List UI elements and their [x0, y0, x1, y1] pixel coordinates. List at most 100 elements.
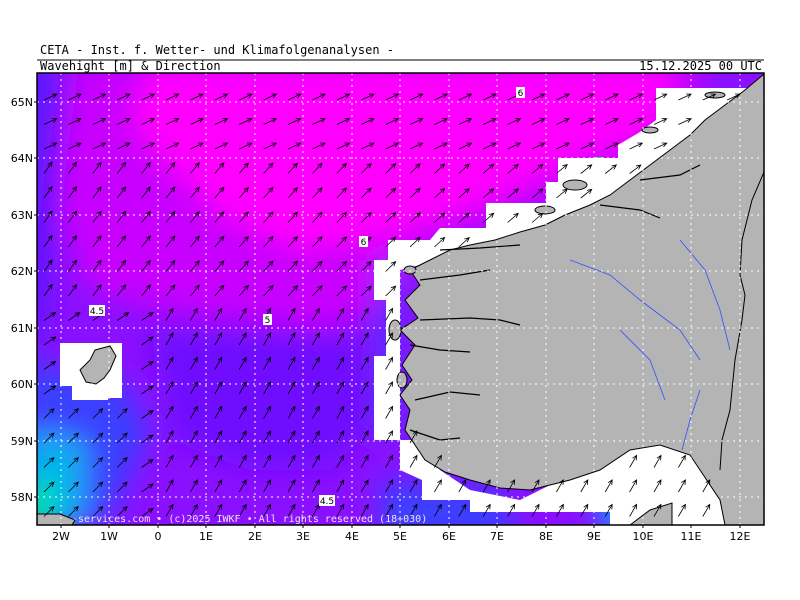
direction-arrow [117, 118, 131, 125]
direction-arrow [434, 163, 446, 174]
direction-arrow [263, 356, 272, 370]
direction-arrow [312, 454, 320, 468]
direction-arrow [361, 118, 375, 125]
direction-arrow [507, 163, 519, 174]
direction-arrow [238, 454, 247, 468]
direction-arrow [141, 458, 154, 468]
direction-arrow [409, 142, 424, 150]
direction-arrow [556, 118, 570, 125]
longitude-label: 1E [199, 530, 213, 543]
direction-arrow [482, 188, 495, 199]
contour-label: 4.5 [320, 497, 334, 507]
direction-arrow [287, 405, 296, 419]
direction-arrow [263, 162, 274, 174]
direction-arrow [409, 187, 421, 199]
direction-arrow [141, 434, 154, 444]
direction-arrow [385, 381, 394, 395]
direction-arrow [263, 118, 278, 125]
direction-arrow [92, 235, 102, 248]
direction-arrow [458, 118, 473, 125]
direction-arrow [604, 503, 613, 517]
latitude-label: 65N [11, 96, 33, 109]
longitude-label: 10E [633, 530, 654, 543]
contour-label: 5 [265, 316, 271, 326]
direction-arrow [605, 93, 619, 101]
direction-arrow [458, 142, 473, 150]
direction-arrow [117, 142, 131, 150]
direction-arrow [165, 479, 174, 493]
direction-arrow [653, 93, 668, 101]
direction-arrow [580, 118, 595, 125]
direction-arrow [312, 260, 323, 272]
latitude-label: 58N [11, 491, 33, 504]
direction-arrow [458, 212, 470, 223]
direction-arrow [336, 503, 345, 517]
direction-arrow [580, 142, 595, 150]
direction-arrow [385, 405, 394, 419]
direction-arrow [580, 479, 589, 493]
sweden-border [719, 171, 764, 471]
direction-arrow [238, 405, 247, 419]
direction-arrow [507, 118, 522, 125]
direction-arrow [214, 211, 225, 223]
direction-arrow [409, 163, 421, 174]
direction-arrow [312, 142, 326, 150]
direction-arrow [678, 454, 686, 468]
direction-arrow [92, 284, 102, 297]
direction-arrow [629, 93, 644, 101]
direction-arrow [92, 456, 104, 468]
direction-arrow [629, 503, 638, 517]
direction-arrow [336, 430, 345, 444]
direction-arrow [238, 162, 249, 174]
direction-arrow [385, 356, 394, 370]
direction-arrow [214, 356, 223, 370]
direction-arrow [336, 162, 348, 174]
direction-arrow [214, 93, 229, 101]
direction-arrow [214, 332, 223, 346]
direction-arrow [580, 188, 593, 199]
direction-arrow [116, 456, 128, 468]
direction-arrow [336, 356, 345, 370]
direction-arrow [409, 118, 424, 125]
direction-arrow [287, 162, 299, 174]
direction-arrow [287, 93, 302, 101]
direction-arrow [336, 479, 345, 493]
latitude-label: 59N [11, 435, 33, 448]
direction-arrow [604, 479, 613, 493]
direction-arrow [507, 503, 516, 517]
contour-labels: 6 6 5 4.5 4.5 [89, 87, 525, 507]
longitude-label: 9E [587, 530, 601, 543]
direction-arrow [116, 161, 127, 174]
direction-arrow [190, 142, 204, 150]
direction-arrow [92, 481, 104, 493]
direction-arrow [68, 234, 78, 248]
direction-arrow [507, 142, 522, 150]
direction-arrow [312, 405, 320, 419]
direction-arrow [434, 93, 448, 101]
direction-arrow [360, 187, 372, 199]
direction-arrow [287, 211, 299, 223]
direction-arrow [92, 93, 107, 101]
direction-arrow [116, 259, 127, 272]
direction-arrow [385, 454, 394, 468]
direction-arrow [312, 211, 323, 223]
direction-arrow [360, 479, 369, 493]
direction-arrow [482, 479, 491, 493]
direction-arrow [43, 118, 58, 125]
direction-arrow [165, 503, 174, 517]
direction-arrow [43, 505, 55, 517]
direction-arrow [360, 285, 372, 297]
direction-arrow [629, 142, 644, 150]
direction-arrow [312, 430, 320, 444]
direction-arrow [190, 235, 200, 248]
direction-arrow [165, 259, 176, 272]
direction-arrow [458, 187, 470, 199]
direction-arrow [312, 187, 323, 199]
direction-arrow [629, 479, 638, 493]
direction-arrow [531, 163, 544, 174]
latitude-label: 61N [11, 322, 33, 335]
direction-arrow [360, 454, 369, 468]
latitude-label: 62N [11, 265, 33, 278]
direction-arrow [165, 332, 174, 346]
direction-arrow [263, 93, 278, 101]
